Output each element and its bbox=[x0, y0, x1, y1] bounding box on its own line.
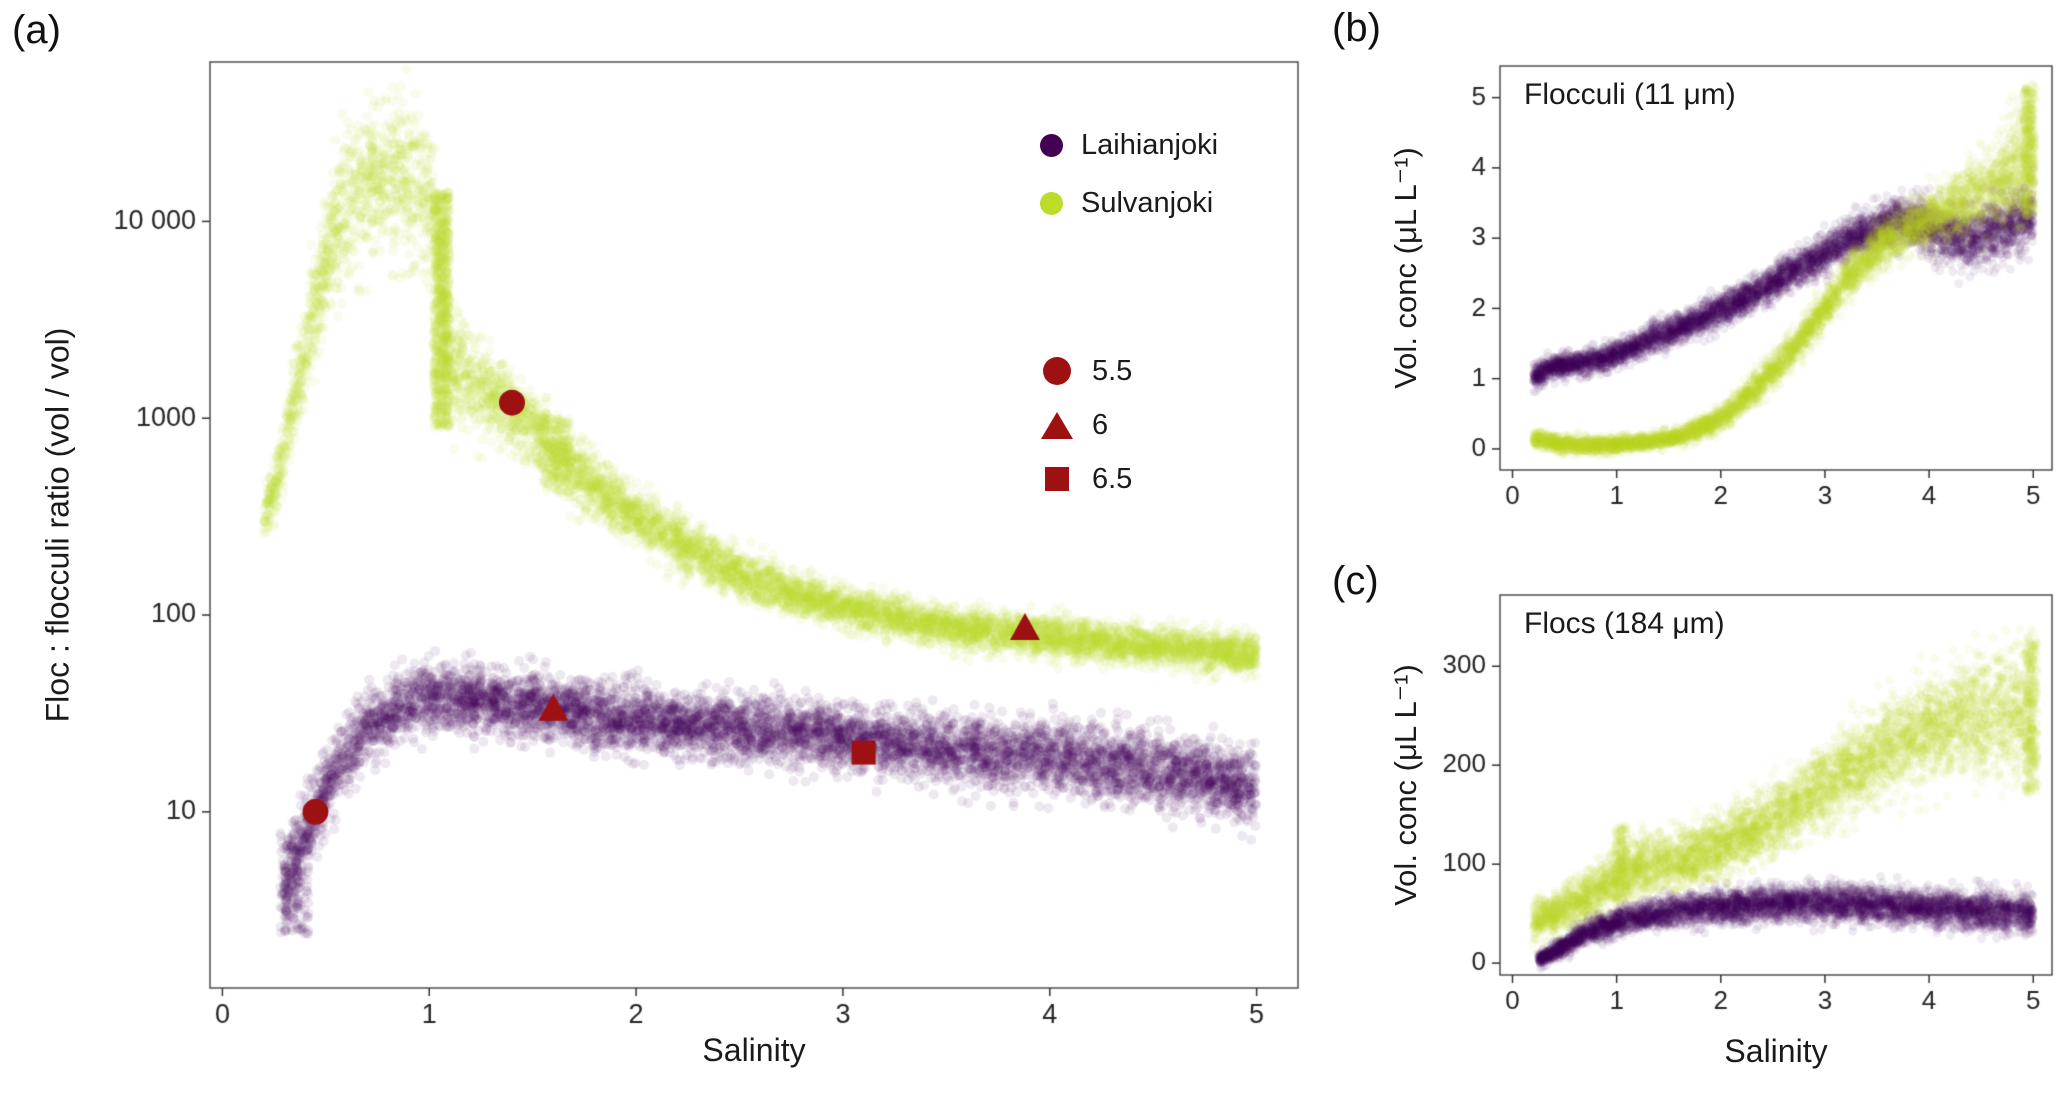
chart-c-canvas bbox=[1330, 545, 2067, 1100]
chart-a-canvas bbox=[0, 0, 1320, 1100]
panel-c-annotation: Flocs (184 μm) bbox=[1524, 607, 1725, 640]
panel-a-x-axis-title: Salinity bbox=[702, 1032, 806, 1068]
panel-c-y-axis-title: Vol. conc (μL L⁻¹) bbox=[1388, 664, 1423, 906]
ph-legend-item-square: 6.5 bbox=[1040, 452, 1132, 506]
panel-c-x-axis-title: Salinity bbox=[1724, 1033, 1828, 1069]
triangle-marker-icon bbox=[1041, 411, 1073, 439]
panel-a-letter: (a) bbox=[12, 8, 61, 52]
panel-b-letter: (b) bbox=[1332, 6, 1381, 50]
panel-a-y-axis-title: Floc : flocculi ratio (vol / vol) bbox=[39, 327, 76, 723]
square-marker-icon bbox=[1045, 467, 1069, 491]
laihianjoki-dot-icon bbox=[1040, 133, 1063, 157]
panel-b: (b) Vol. conc (μL L⁻¹) Flocculi (11 μm) bbox=[1330, 0, 2067, 545]
chart-b-canvas bbox=[1330, 0, 2067, 545]
panel-b-annotation: Flocculi (11 μm) bbox=[1524, 78, 1736, 111]
ph-legend-label: 6.5 bbox=[1092, 462, 1133, 495]
panel-c-letter: (c) bbox=[1332, 559, 1379, 603]
legend-item-sulvanjoki: Sulvanjoki bbox=[1040, 174, 1218, 232]
ph-legend-label: 5.5 bbox=[1092, 354, 1133, 387]
panel-a: (a) Floc : flocculi ratio (vol / vol) Sa… bbox=[0, 0, 1320, 1100]
ph-legend: 5.5 6 6.5 bbox=[1040, 344, 1132, 506]
legend-label: Sulvanjoki bbox=[1081, 186, 1214, 219]
panel-b-y-axis-title: Vol. conc (μL L⁻¹) bbox=[1388, 147, 1423, 389]
ph-legend-label: 6 bbox=[1092, 408, 1109, 441]
circle-marker-icon bbox=[1043, 357, 1071, 385]
panel-c: (c) Vol. conc (μL L⁻¹) Flocs (184 μm) Sa… bbox=[1330, 545, 2067, 1100]
series-legend: Laihianjoki Sulvanjoki bbox=[1040, 116, 1218, 232]
legend-item-laihianjoki: Laihianjoki bbox=[1040, 116, 1218, 174]
ph-legend-item-circle: 5.5 bbox=[1040, 344, 1132, 398]
sulvanjoki-dot-icon bbox=[1040, 191, 1063, 215]
legend-label: Laihianjoki bbox=[1081, 128, 1219, 161]
ph-legend-item-triangle: 6 bbox=[1040, 398, 1132, 452]
